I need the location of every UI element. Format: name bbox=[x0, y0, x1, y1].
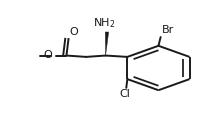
Text: NH$_2$: NH$_2$ bbox=[93, 16, 116, 30]
Text: O: O bbox=[70, 27, 78, 37]
Text: Cl: Cl bbox=[120, 89, 131, 99]
Text: Br: Br bbox=[162, 25, 174, 35]
Polygon shape bbox=[105, 32, 109, 55]
Text: O: O bbox=[44, 50, 52, 60]
